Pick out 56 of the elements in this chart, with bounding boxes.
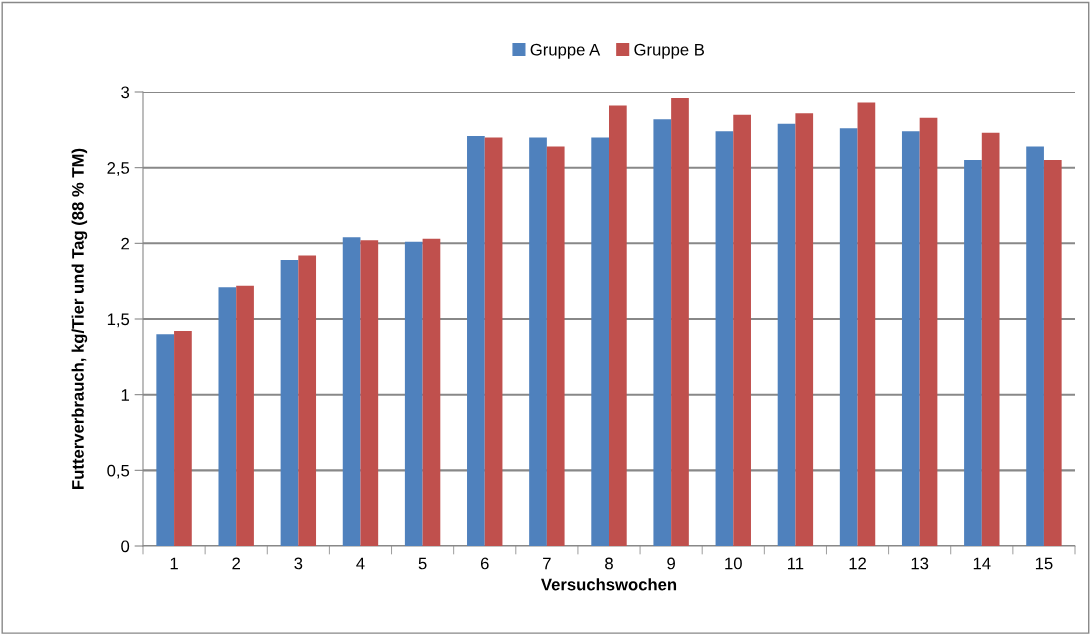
x-tick-label: 7: [543, 557, 551, 570]
bar: [236, 285, 254, 546]
x-tick-label: 13: [911, 557, 929, 570]
x-tick-label: 10: [725, 557, 742, 570]
bar: [280, 259, 299, 546]
y-axis-title: Futterverbrauch, kg/Tier und Tag (88 % TM): [71, 148, 88, 489]
y-tick-label: 3: [121, 86, 130, 99]
x-tick-label: 3: [294, 557, 303, 570]
y-tick-label: 0: [121, 540, 130, 553]
bar: [529, 137, 547, 546]
legend-label: Gruppe B: [634, 43, 704, 59]
x-tick-label: 4: [356, 557, 365, 570]
bar: [857, 102, 876, 546]
x-tick-label: 15: [1035, 557, 1053, 570]
y-tick-label: 1,5: [107, 313, 130, 328]
x-tick-label: 9: [667, 557, 675, 570]
x-tick-label: 12: [849, 557, 866, 570]
bar: [1026, 146, 1044, 546]
bar: [964, 160, 982, 546]
bar: [360, 240, 379, 546]
bar: [1043, 160, 1062, 546]
x-tick-label: 2: [232, 557, 240, 570]
bar: [484, 137, 503, 546]
bar: [404, 241, 423, 546]
x-axis-title: Versuchswochen: [541, 578, 677, 591]
bar: [422, 238, 441, 546]
bar: [653, 119, 672, 546]
bar: [795, 113, 814, 546]
bar: [839, 128, 858, 546]
bar: [981, 132, 1000, 546]
y-tick-label: 2,5: [107, 162, 130, 176]
bar: [342, 237, 361, 546]
bar: [298, 255, 317, 546]
bar: [919, 117, 938, 546]
x-tick-label: 8: [605, 557, 613, 570]
y-tick-label: 2: [121, 237, 129, 250]
legend-label: Gruppe A: [530, 43, 601, 59]
bar: [733, 114, 751, 546]
bar: [715, 131, 734, 546]
y-tick-label: 0,5: [107, 464, 130, 479]
bar: [777, 123, 796, 546]
bar: [546, 146, 565, 546]
x-tick-label: 5: [418, 557, 427, 570]
x-tick-label: 11: [788, 557, 804, 570]
bar: [218, 287, 237, 546]
bar: [467, 135, 485, 546]
bar: [671, 98, 689, 546]
x-tick-label: 1: [170, 557, 178, 570]
y-tick-label: 1: [121, 389, 129, 401]
bar: [156, 334, 175, 546]
x-tick-label: 14: [973, 557, 991, 570]
bar: [591, 137, 609, 546]
bar: [174, 331, 192, 546]
x-tick-label: 6: [480, 557, 489, 570]
bar: [609, 105, 627, 546]
bar: [901, 131, 920, 546]
